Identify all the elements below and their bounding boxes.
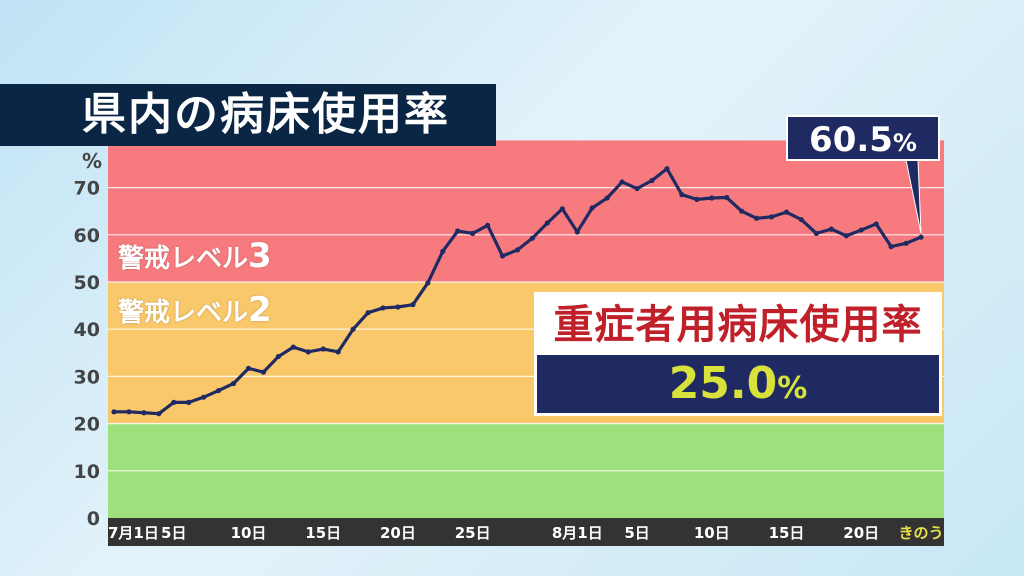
data-point [230, 380, 237, 387]
data-point [679, 192, 685, 198]
data-point [574, 229, 580, 235]
data-point [156, 411, 162, 417]
data-point [559, 206, 565, 212]
level2-number: 2 [248, 290, 272, 330]
data-point [739, 208, 745, 214]
data-point [903, 240, 909, 246]
data-point [589, 205, 595, 211]
data-point [858, 227, 864, 233]
x-tick-label: 20日 [380, 524, 416, 542]
level3-label: 警戒レベル3 [118, 236, 272, 276]
data-point [470, 230, 476, 236]
y-tick-label: 20 [74, 414, 100, 436]
data-point [245, 365, 252, 371]
y-tick-label: 60 [74, 225, 100, 247]
data-point [305, 349, 311, 355]
data-point [380, 305, 386, 311]
data-point [485, 222, 491, 228]
data-point [111, 409, 117, 415]
data-point [514, 247, 521, 253]
data-point [649, 177, 655, 184]
x-tick-label: 25日 [455, 524, 491, 542]
data-point [604, 195, 610, 201]
level3-text: 警戒レベル [118, 244, 249, 274]
x-tick-label: 20日 [843, 524, 879, 542]
data-point [440, 248, 446, 254]
x-axis: 7月1日 5日 10日 15日 20日 25日 8月1日 5日 10日 15日 20日 きのう [108, 518, 944, 546]
x-tick-label: 15日 [305, 524, 341, 542]
level2-text: 警戒レベル [118, 298, 249, 328]
y-axis: % 0 10 20 30 40 50 60 70 [74, 149, 102, 530]
data-point [828, 226, 834, 232]
latest-value-callout: 60.5% [786, 115, 940, 161]
y-unit-label: % [82, 149, 102, 173]
data-point [290, 344, 296, 350]
y-tick-label: 10 [74, 461, 100, 483]
data-point [365, 310, 371, 316]
data-point [888, 244, 894, 250]
x-tick-label: きのう [898, 524, 943, 542]
data-point [425, 280, 431, 286]
data-point [320, 346, 326, 352]
data-point [544, 220, 550, 226]
data-point [335, 349, 341, 355]
data-point [350, 326, 356, 332]
data-point [260, 369, 267, 375]
data-point [171, 399, 177, 405]
band-2 [108, 140, 944, 282]
x-axis-bar [108, 518, 944, 546]
data-point [724, 194, 730, 201]
data-point [709, 195, 715, 201]
data-point [619, 179, 625, 185]
x-tick-label: 15日 [769, 524, 805, 542]
data-point [455, 228, 461, 234]
data-point [141, 410, 147, 416]
x-tick-label: 8月1日 [552, 524, 603, 542]
data-point [798, 217, 805, 223]
x-tick-label: 7月1日 [108, 524, 159, 542]
y-tick-label: 70 [74, 178, 100, 200]
level2-label: 警戒レベル2 [118, 290, 272, 330]
data-point [813, 230, 819, 236]
severe-bed-usage-panel: 重症者用病床使用率 25.0% [534, 292, 942, 416]
data-point [634, 185, 640, 192]
data-point [873, 221, 879, 227]
data-point [843, 233, 849, 239]
data-point [186, 399, 192, 405]
x-tick-label: 5日 [624, 524, 649, 542]
y-tick-label: 40 [74, 319, 100, 341]
data-point [201, 394, 207, 400]
data-point [216, 387, 222, 394]
y-tick-label: 30 [74, 366, 100, 388]
data-point [395, 304, 401, 310]
data-point [694, 196, 700, 202]
data-point [529, 235, 536, 241]
latest-value-unit: % [892, 129, 917, 157]
severe-bed-usage-label: 重症者用病床使用率 [537, 295, 939, 355]
chart-title: 県内の病床使用率 [0, 84, 496, 146]
data-point [275, 353, 281, 360]
y-tick-label: 0 [87, 508, 100, 530]
data-point [410, 302, 416, 308]
latest-value: 60.5 [809, 120, 893, 160]
data-point [918, 234, 924, 240]
severe-bed-usage-value-box: 25.0% [537, 355, 939, 413]
severe-bed-usage-value: 25.0 [668, 358, 778, 409]
data-point [499, 253, 506, 259]
data-point [768, 214, 775, 220]
y-tick-label: 50 [74, 272, 100, 294]
x-tick-label: 10日 [694, 524, 730, 542]
data-point [664, 166, 670, 172]
severe-bed-usage-unit: % [777, 371, 808, 406]
data-point [126, 409, 132, 415]
level3-number: 3 [248, 236, 272, 276]
data-point [783, 209, 790, 215]
x-tick-label: 5日 [161, 524, 186, 542]
x-tick-label: 10日 [231, 524, 267, 542]
data-point [754, 215, 760, 221]
